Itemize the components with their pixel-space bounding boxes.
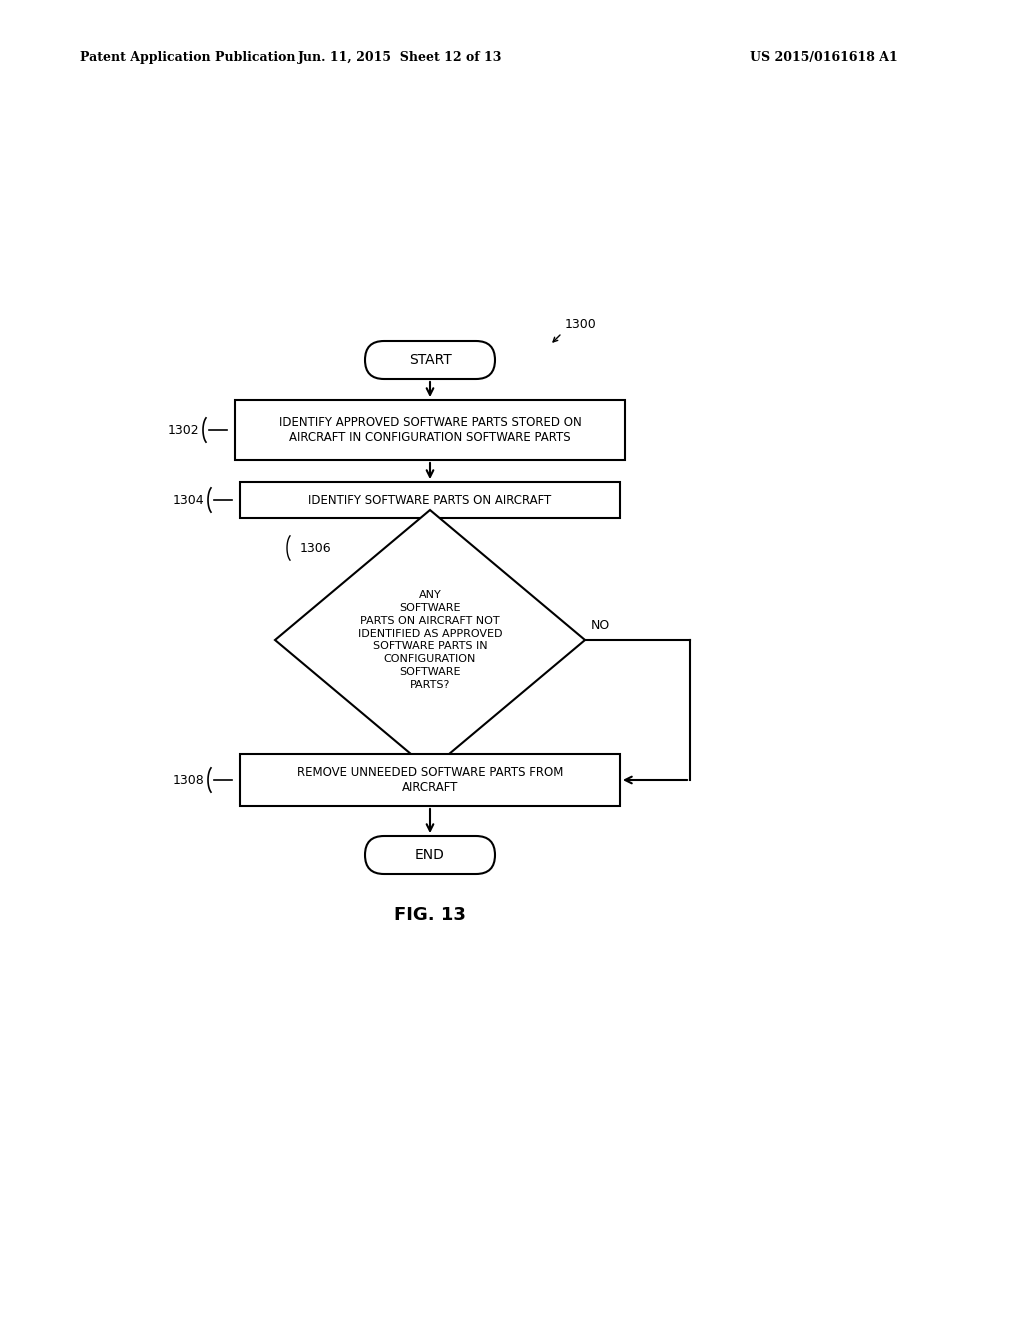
Text: 1306: 1306 [300,541,332,554]
Text: 1304: 1304 [172,494,204,507]
Text: FIG. 13: FIG. 13 [394,906,466,924]
FancyBboxPatch shape [240,754,620,807]
FancyBboxPatch shape [240,482,620,517]
Text: START: START [409,352,452,367]
Text: 1308: 1308 [172,774,204,787]
Polygon shape [275,510,585,770]
FancyBboxPatch shape [365,341,495,379]
Text: 1302: 1302 [167,424,199,437]
Text: NO: NO [591,619,610,632]
Text: US 2015/0161618 A1: US 2015/0161618 A1 [750,51,898,65]
Text: Jun. 11, 2015  Sheet 12 of 13: Jun. 11, 2015 Sheet 12 of 13 [298,51,502,65]
Text: IDENTIFY SOFTWARE PARTS ON AIRCRAFT: IDENTIFY SOFTWARE PARTS ON AIRCRAFT [308,494,552,507]
FancyBboxPatch shape [234,400,625,459]
Text: Patent Application Publication: Patent Application Publication [80,51,296,65]
Text: YES: YES [436,755,460,768]
Text: REMOVE UNNEEDED SOFTWARE PARTS FROM
AIRCRAFT: REMOVE UNNEEDED SOFTWARE PARTS FROM AIRC… [297,766,563,795]
Text: 1300: 1300 [565,318,597,331]
Text: END: END [415,847,445,862]
Text: IDENTIFY APPROVED SOFTWARE PARTS STORED ON
AIRCRAFT IN CONFIGURATION SOFTWARE PA: IDENTIFY APPROVED SOFTWARE PARTS STORED … [279,416,582,444]
FancyBboxPatch shape [365,836,495,874]
Text: ANY
SOFTWARE
PARTS ON AIRCRAFT NOT
IDENTIFIED AS APPROVED
SOFTWARE PARTS IN
CONF: ANY SOFTWARE PARTS ON AIRCRAFT NOT IDENT… [357,590,502,690]
